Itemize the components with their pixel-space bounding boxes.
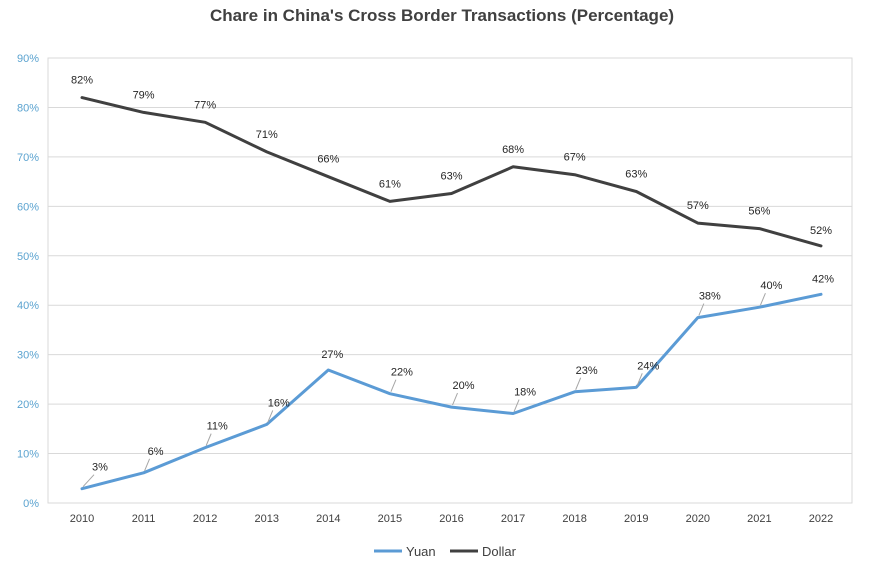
data-label-dollar: 66% — [317, 154, 339, 166]
y-tick-label: 30% — [17, 350, 39, 362]
data-label-yuan: 20% — [452, 380, 474, 392]
x-tick-label: 2016 — [439, 513, 463, 525]
series-line-yuan — [80, 292, 823, 491]
x-tick-label: 2021 — [747, 513, 771, 525]
x-tick-label: 2020 — [686, 513, 710, 525]
x-tick-label: 2014 — [316, 513, 340, 525]
x-tick-label: 2010 — [70, 513, 94, 525]
data-label-yuan: 23% — [576, 365, 598, 377]
data-label-leader — [390, 379, 397, 392]
data-label-dollar: 79% — [133, 89, 155, 101]
y-tick-label: 50% — [17, 251, 39, 263]
data-label-dollar: 68% — [502, 144, 524, 156]
x-tick-label: 2018 — [562, 513, 586, 525]
x-tick-label: 2017 — [501, 513, 525, 525]
data-label-dollar: 63% — [440, 170, 462, 182]
data-label-dollar: 56% — [748, 206, 770, 218]
data-label-leader — [636, 373, 643, 386]
data-label-leader — [452, 392, 458, 406]
data-label-yuan: 22% — [391, 367, 413, 379]
y-tick-label: 0% — [23, 498, 39, 510]
data-label-yuan: 42% — [812, 273, 834, 285]
data-label-dollar: 57% — [687, 200, 709, 212]
data-label-dollar: 67% — [564, 152, 586, 164]
data-label-yuan: 38% — [699, 291, 721, 303]
data-label-dollar: 52% — [810, 225, 832, 237]
data-label-dollar: 71% — [256, 129, 278, 141]
y-tick-label: 80% — [17, 102, 39, 114]
data-label-leader — [513, 399, 520, 412]
data-label-yuan: 24% — [637, 360, 659, 372]
x-tick-label: 2022 — [809, 513, 833, 525]
y-tick-label: 10% — [17, 449, 39, 461]
legend-item-dollar[interactable]: Dollar — [450, 544, 517, 559]
legend-label-dollar: Dollar — [482, 544, 517, 559]
y-tick-label: 20% — [17, 399, 39, 411]
data-label-dollar: 63% — [625, 169, 647, 181]
data-label-leader — [144, 458, 151, 472]
series-line-dollar — [80, 96, 823, 248]
x-tick-label: 2019 — [624, 513, 648, 525]
y-tick-label: 70% — [17, 152, 39, 164]
data-label-leader — [575, 377, 582, 390]
data-label-yuan: 40% — [760, 280, 782, 292]
legend-label-yuan: Yuan — [406, 544, 436, 559]
y-tick-label: 40% — [17, 300, 39, 312]
data-label-leader — [698, 303, 705, 316]
data-label-leader — [82, 474, 95, 487]
data-label-yuan: 6% — [148, 446, 164, 458]
data-label-yuan: 18% — [514, 387, 536, 399]
chart-title: Chare in China's Cross Border Transactio… — [209, 6, 675, 25]
x-tick-label: 2012 — [193, 513, 217, 525]
plot-area — [47, 57, 853, 504]
x-tick-label: 2011 — [132, 513, 156, 525]
x-tick-label: 2013 — [255, 513, 279, 525]
y-tick-label: 90% — [17, 53, 39, 65]
data-label-dollar: 77% — [194, 99, 216, 111]
y-tick-label: 60% — [17, 201, 39, 213]
legend-item-yuan[interactable]: Yuan — [374, 544, 436, 559]
data-label-yuan: 27% — [321, 349, 343, 361]
x-tick-label: 2015 — [378, 513, 402, 525]
data-label-leader — [205, 433, 212, 446]
data-label-yuan: 16% — [268, 397, 290, 409]
data-label-yuan: 11% — [207, 421, 228, 433]
data-label-dollar: 82% — [71, 75, 93, 87]
data-label-dollar: 61% — [379, 178, 401, 190]
data-label-leader — [759, 293, 766, 306]
data-label-yuan: 3% — [92, 462, 108, 474]
data-label-leader — [267, 410, 274, 423]
